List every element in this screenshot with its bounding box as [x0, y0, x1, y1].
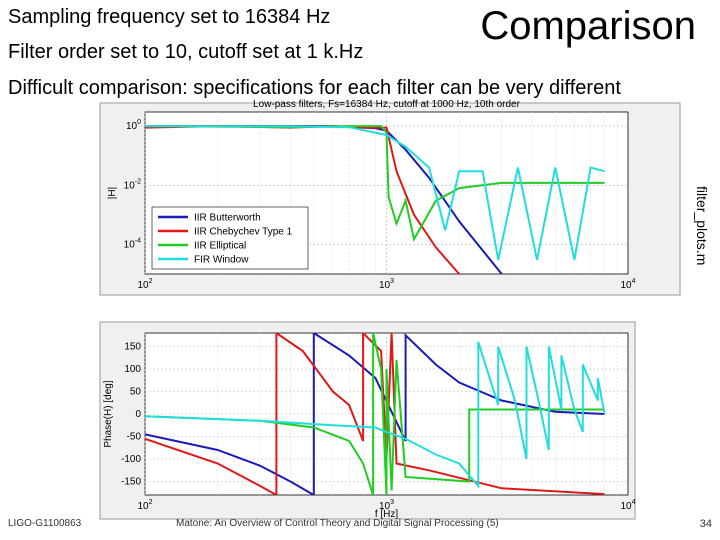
- phase-y-tick-label: -100: [121, 454, 141, 465]
- phase-y-tick-label: -50: [127, 432, 142, 443]
- phase-y-tick-label: 100: [124, 364, 141, 375]
- phase-plot-area: [144, 332, 629, 496]
- slide-title: Comparison: [480, 4, 696, 48]
- mag-y-tick-label: 10-2: [124, 178, 141, 191]
- filter-order-text: Filter order set to 10, cutoff set at 1 …: [8, 41, 364, 63]
- mag-series-fir-window: [145, 125, 605, 261]
- phase-series-iir-elliptical: [145, 333, 605, 495]
- phase-y-tick-label: 150: [124, 342, 141, 353]
- phase-y-axis-label: Phase(H) [deg]: [103, 380, 114, 447]
- mag-legend-label-fir-window: FIR Window: [194, 255, 249, 266]
- mag-y-tick-label: 100: [126, 119, 141, 132]
- mag-x-tick-label: 104: [620, 278, 635, 291]
- page-number: 34: [699, 518, 712, 530]
- mag-legend-label-iir-elliptical: IIR Elliptical: [194, 241, 246, 252]
- phase-series-fir-window: [145, 341, 606, 489]
- phase-figure-frame: [99, 321, 636, 520]
- phase-series-iir-chebychev-type-1: [145, 333, 605, 495]
- mag-y-axis-label: |H|: [107, 187, 118, 199]
- mag-title: Low-pass filters, Fs=16384 Hz, cutoff at…: [253, 99, 521, 110]
- filter-plots-label: filter_plots.m: [694, 186, 710, 266]
- phase-y-tick-label: 0: [135, 409, 141, 420]
- mag-series-iir-elliptical: [145, 125, 605, 242]
- mag-x-tick-label: 102: [137, 278, 152, 291]
- phase-y-tick-label: -150: [121, 477, 141, 488]
- phase-y-tick-label: 50: [130, 387, 142, 398]
- sampling-frequency-text: Sampling frequency set to 16384 Hz: [8, 6, 331, 28]
- phase-x-tick-label: 104: [620, 499, 635, 512]
- footer-doc-id: LIGO-G1100863: [8, 518, 82, 529]
- phase-x-tick-label: 102: [137, 499, 152, 512]
- mag-legend-label-iir-butterworth: IIR Butterworth: [194, 213, 261, 224]
- phase-x-tick-label: 103: [379, 499, 394, 512]
- mag-y-tick-label: 10-4: [124, 237, 141, 250]
- phase-series-iir-butterworth: [145, 333, 605, 495]
- mag-x-tick-label: 103: [379, 278, 394, 291]
- magnitude-chart: 102 103 104 100 10-2 10-4 Low-pass filters, Fs…: [99, 99, 681, 296]
- footer-citation: Matone: An Overview of Control Theory an…: [176, 518, 499, 529]
- mag-legend-label-iir-chebychev-type-1: IIR Chebychev Type 1: [194, 227, 293, 238]
- comparison-note-text: Difficult comparison: specifications for…: [8, 77, 621, 99]
